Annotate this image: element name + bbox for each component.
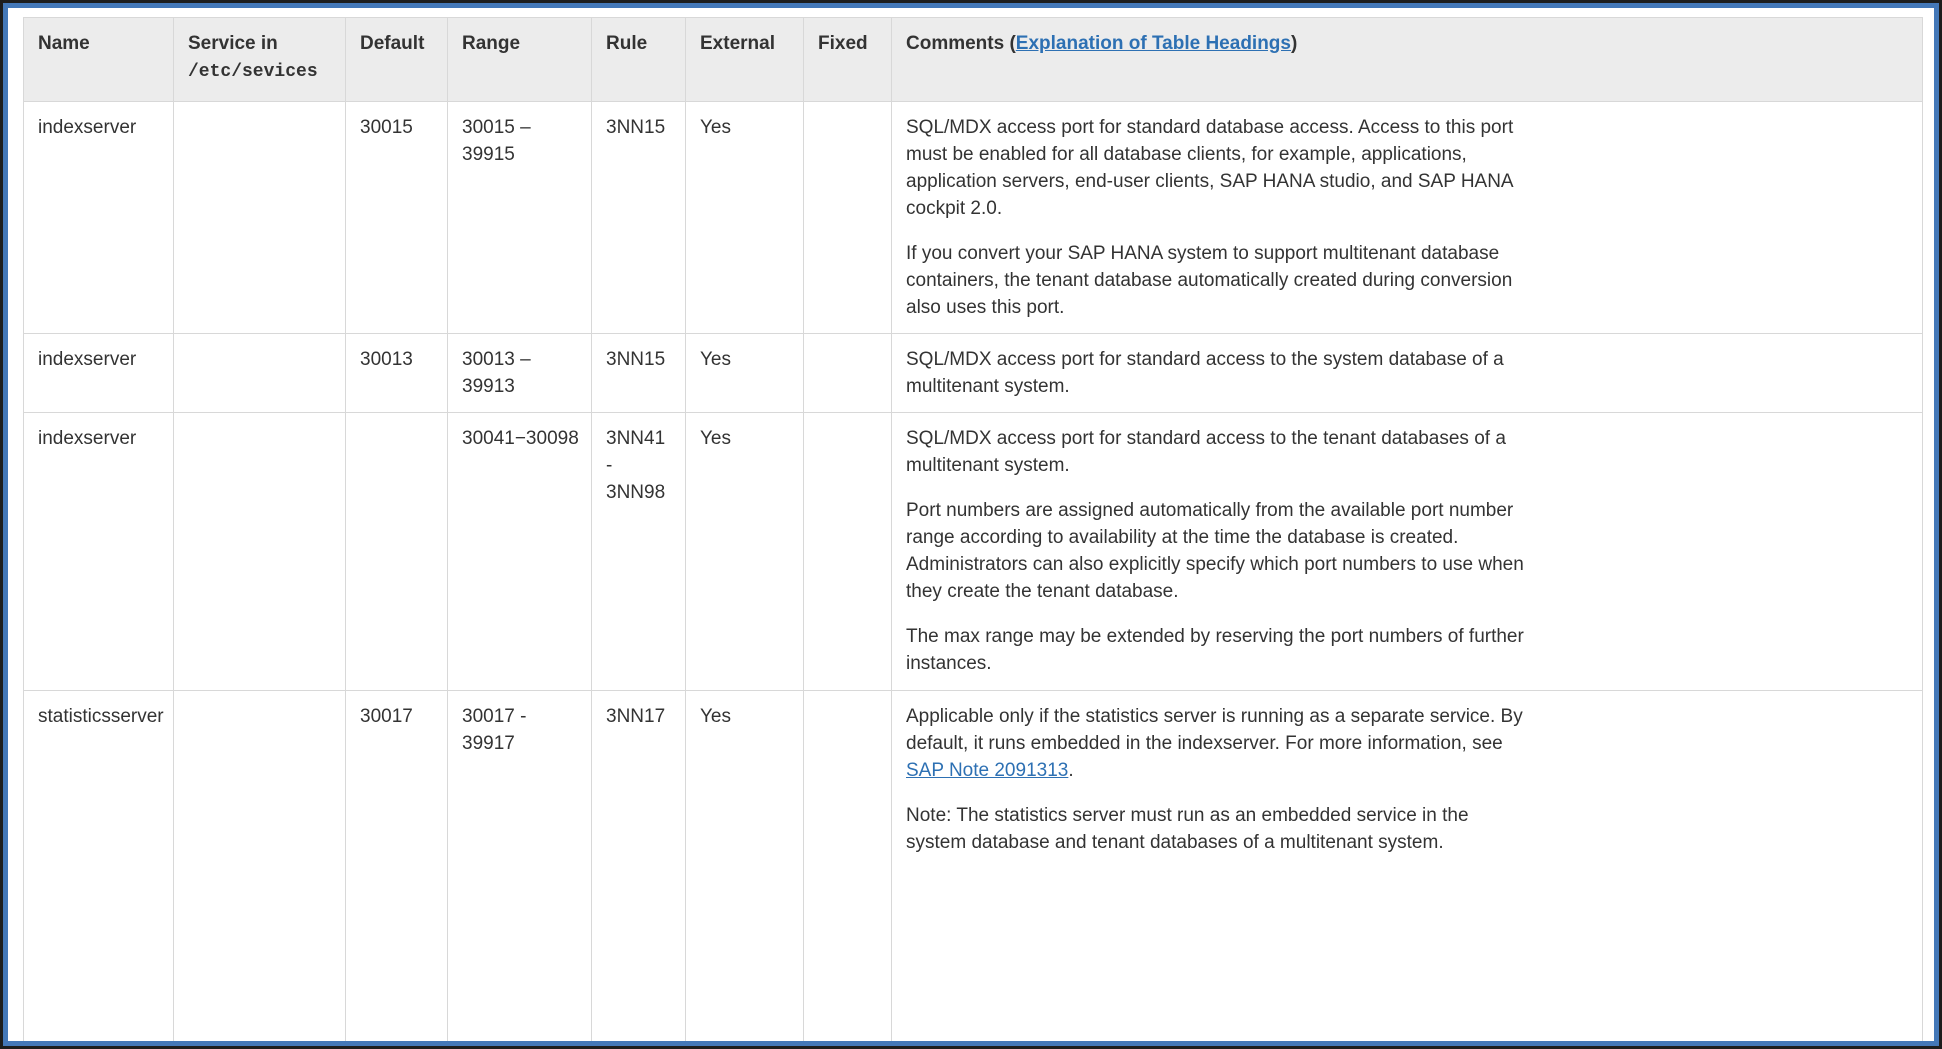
cell-fixed bbox=[803, 412, 892, 691]
header-row: Name Service in /etc/sevices Default Ran… bbox=[23, 17, 1923, 102]
col-header-name: Name bbox=[23, 17, 174, 102]
table-row: statisticsserver 30017 30017 - 39917 3NN17 Y… bbox=[23, 690, 1923, 1041]
cell-default: 30013 bbox=[345, 333, 448, 413]
table-body: indexserver 30015 30015 – 39915 3NN15 Yes SQL… bbox=[23, 101, 1923, 1041]
cell-external: Yes bbox=[685, 412, 804, 691]
comment-paragraph: SQL/MDX access port for standard access … bbox=[906, 349, 1504, 397]
cell-service bbox=[173, 412, 346, 691]
comments-header-suffix: ) bbox=[1290, 33, 1298, 54]
cell-comments: SQL/MDX access port for standard databas… bbox=[891, 101, 1923, 334]
cell-service bbox=[173, 690, 346, 1041]
cell-comments: Applicable only if the statistics server… bbox=[891, 690, 1923, 1041]
cell-external: Yes bbox=[685, 333, 804, 413]
cell-comments: SQL/MDX access port for standard access … bbox=[891, 412, 1923, 691]
cell-rule: 3NN15 bbox=[591, 333, 686, 413]
page-content: Name Service in /etc/sevices Default Ran… bbox=[3, 3, 1939, 1046]
cell-external: Yes bbox=[685, 101, 804, 334]
cell-name: indexserver bbox=[23, 333, 174, 413]
cell-service bbox=[173, 101, 346, 334]
col-header-range: Range bbox=[447, 17, 592, 102]
explanation-of-table-headings-link[interactable]: Explanation of Table Headings bbox=[1015, 33, 1291, 54]
col-header-service-path: /etc/sevices bbox=[188, 62, 318, 82]
cell-fixed bbox=[803, 690, 892, 1041]
cell-name: indexserver bbox=[23, 412, 174, 691]
col-header-service: Service in /etc/sevices bbox=[173, 17, 346, 102]
comments-header-prefix: Comments ( bbox=[906, 33, 1016, 54]
comment-paragraph: If you convert your SAP HANA system to s… bbox=[906, 243, 1513, 318]
cell-rule: 3NN41 - 3NN98 bbox=[591, 412, 686, 691]
ports-table: Name Service in /etc/sevices Default Ran… bbox=[23, 17, 1923, 1041]
cell-fixed bbox=[803, 101, 892, 334]
cell-default: 30015 bbox=[345, 101, 448, 334]
cell-rule: 3NN17 bbox=[591, 690, 686, 1041]
cell-fixed bbox=[803, 333, 892, 413]
comment-paragraph: SQL/MDX access port for standard access … bbox=[906, 428, 1506, 476]
comment-paragraph: Applicable only if the statistics server… bbox=[906, 706, 1523, 781]
cell-default bbox=[345, 412, 448, 691]
comment-paragraph: The max range may be extended by reservi… bbox=[906, 626, 1524, 674]
cell-name: indexserver bbox=[23, 101, 174, 334]
table-row: indexserver 30041−30098 3NN41 - 3NN98 Yes SQ… bbox=[23, 412, 1923, 691]
col-header-comments: Comments (Explanation of Table Headings) bbox=[891, 17, 1923, 102]
cell-comments: SQL/MDX access port for standard access … bbox=[891, 333, 1923, 413]
comment-paragraph: Note: The statistics server must run as … bbox=[906, 805, 1469, 853]
table-row: indexserver 30013 30013 – 39913 3NN15 Yes SQL… bbox=[23, 333, 1923, 413]
cell-range: 30041−30098 bbox=[447, 412, 592, 691]
cell-rule: 3NN15 bbox=[591, 101, 686, 334]
cell-range: 30013 – 39913 bbox=[447, 333, 592, 413]
col-header-external: External bbox=[685, 17, 804, 102]
cell-name: statisticsserver bbox=[23, 690, 174, 1041]
cell-external: Yes bbox=[685, 690, 804, 1041]
col-header-fixed: Fixed bbox=[803, 17, 892, 102]
comment-link[interactable]: SAP Note 2091313 bbox=[906, 760, 1069, 781]
table-row: indexserver 30015 30015 – 39915 3NN15 Yes SQL… bbox=[23, 101, 1923, 334]
comment-paragraph: Port numbers are assigned automatically … bbox=[906, 500, 1524, 602]
cell-range: 30015 – 39915 bbox=[447, 101, 592, 334]
col-header-service-line1: Service in bbox=[188, 33, 278, 54]
comment-paragraph: SQL/MDX access port for standard databas… bbox=[906, 117, 1514, 219]
cell-range: 30017 - 39917 bbox=[447, 690, 592, 1041]
cell-default: 30017 bbox=[345, 690, 448, 1041]
cell-service bbox=[173, 333, 346, 413]
col-header-rule: Rule bbox=[591, 17, 686, 102]
col-header-default: Default bbox=[345, 17, 448, 102]
